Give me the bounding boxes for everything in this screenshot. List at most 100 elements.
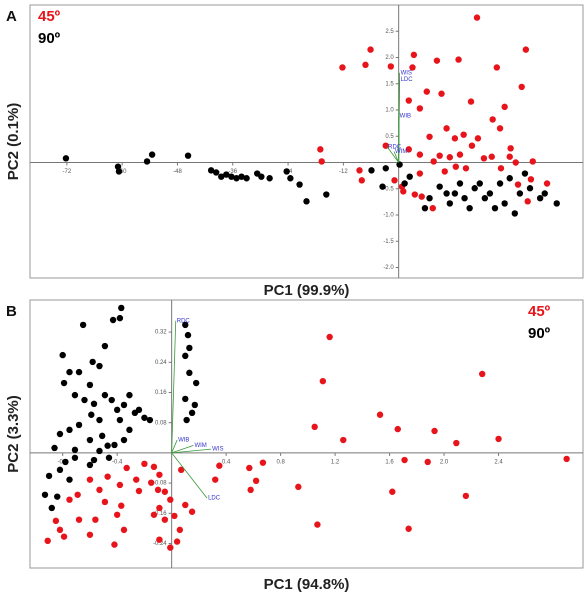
point [60, 379, 68, 387]
point [456, 151, 464, 158]
point [188, 508, 196, 515]
loading-label: WIS [401, 70, 412, 76]
loading-vector [386, 146, 399, 163]
point [451, 190, 459, 197]
point [120, 436, 128, 444]
point [314, 521, 321, 528]
point [126, 426, 133, 434]
point [228, 173, 235, 180]
point [75, 516, 83, 523]
point [266, 175, 273, 182]
point [259, 459, 267, 466]
point [518, 83, 525, 91]
point [536, 195, 544, 202]
point [340, 436, 347, 444]
point [433, 57, 441, 64]
point [45, 472, 53, 480]
loading-vector [171, 448, 212, 454]
point [146, 416, 154, 424]
y-tick-label: 1.5 [385, 81, 394, 87]
y-tick-label: 0.5 [385, 134, 394, 140]
point [56, 466, 64, 474]
point [167, 496, 174, 503]
point [471, 185, 478, 192]
point [113, 406, 121, 414]
point [496, 125, 504, 132]
point [62, 458, 69, 466]
point [424, 458, 431, 466]
point [207, 167, 215, 174]
x-axis-title: PC1 (94.8%) [264, 576, 350, 593]
point [416, 151, 424, 158]
point [75, 421, 83, 429]
point [501, 103, 508, 111]
point [101, 342, 109, 350]
point [188, 409, 196, 417]
point [246, 464, 253, 472]
point [71, 391, 79, 399]
y-tick-label: -0.5 [383, 186, 394, 192]
point [41, 491, 49, 498]
point [456, 180, 464, 187]
point [497, 165, 505, 172]
y-tick-label: -2.0 [383, 265, 394, 271]
point [391, 177, 398, 184]
point [489, 116, 496, 123]
x-axis-title: PC1 (99.9%) [264, 282, 350, 299]
point [96, 362, 103, 370]
point [429, 204, 436, 212]
point [493, 64, 501, 71]
point [326, 333, 333, 341]
point [183, 416, 190, 424]
point [62, 155, 70, 162]
point [401, 180, 408, 187]
point [111, 541, 118, 548]
point [66, 496, 73, 503]
point [105, 454, 113, 461]
point [462, 492, 470, 500]
point [443, 190, 450, 197]
y-tick-label: 0.32 [155, 330, 167, 336]
point [426, 195, 433, 202]
point [118, 502, 125, 509]
point [441, 168, 448, 175]
point [358, 177, 365, 184]
point [212, 169, 220, 176]
point [295, 483, 302, 491]
point [287, 175, 294, 182]
point [182, 321, 189, 329]
point [453, 439, 460, 447]
point [135, 406, 143, 414]
point [543, 180, 551, 187]
point [501, 200, 508, 207]
point [109, 316, 117, 324]
point [113, 511, 121, 518]
point [496, 180, 504, 187]
point [396, 161, 403, 168]
point [86, 476, 94, 483]
point [406, 173, 413, 180]
point [156, 504, 163, 512]
point [553, 200, 560, 207]
point [111, 441, 118, 449]
loading-vector [171, 452, 208, 499]
point [212, 476, 219, 483]
point [512, 159, 519, 166]
point [88, 411, 95, 418]
point [303, 198, 310, 205]
point [318, 158, 325, 165]
point [141, 460, 148, 468]
point [182, 395, 189, 403]
point [156, 536, 163, 543]
point [116, 314, 124, 322]
point [156, 471, 163, 478]
point [54, 493, 61, 500]
y-tick-label: 1.0 [385, 108, 394, 114]
point [104, 473, 111, 480]
point [446, 200, 454, 207]
point [431, 427, 438, 435]
point [394, 425, 401, 433]
point [176, 526, 184, 534]
point [101, 498, 109, 506]
y-tick-label: -0.16 [153, 511, 167, 517]
